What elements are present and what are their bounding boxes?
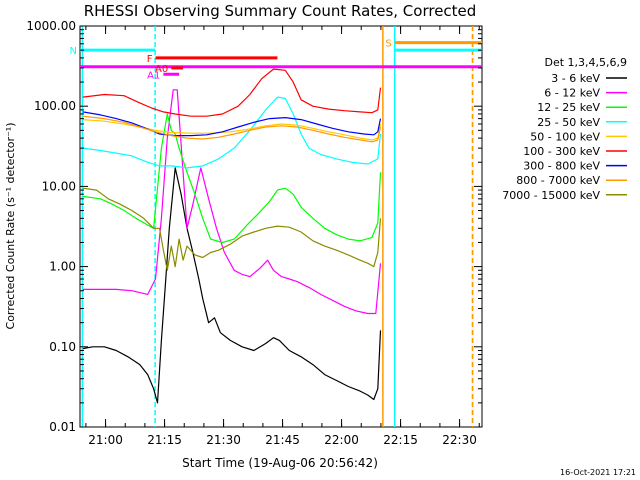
x-tick-label: 22:15 — [383, 433, 418, 447]
x-axis-label: Start Time (19-Aug-06 20:56:42) — [182, 456, 378, 470]
y-tick-label: 100.00 — [34, 99, 76, 113]
y-axis-label: Corrected Count Rate (s⁻¹ detector⁻¹) — [4, 123, 17, 330]
flag-label-a1: A1 — [147, 70, 160, 81]
flag-label-f: F — [147, 54, 153, 65]
series-line-800-7000-kev — [82, 115, 382, 143]
flag-label-n: N — [70, 46, 77, 57]
y-tick-label: 0.01 — [49, 420, 76, 434]
chart-title: RHESSI Observing Summary Count Rates, Co… — [84, 2, 477, 20]
legend-label-6-12-kev: 6 - 12 keV — [544, 87, 600, 100]
x-tick-label: 21:45 — [265, 433, 300, 447]
legend-label-300-800-kev: 300 - 800 keV — [523, 160, 600, 173]
y-tick-label: 10.00 — [42, 179, 76, 193]
x-tick-label: 21:00 — [88, 433, 123, 447]
series-lines — [82, 68, 382, 404]
series-line-50-100-kev — [82, 119, 382, 141]
series-line-3-6-kev — [82, 167, 382, 404]
y-tick-label: 1.00 — [49, 260, 76, 274]
x-tick-label: 22:30 — [442, 433, 477, 447]
vertical-event-lines — [81, 26, 474, 427]
x-tick-label: 22:00 — [324, 433, 359, 447]
series-line-25-50-kev — [82, 96, 382, 169]
legend-title: Det 1,3,4,5,6,9 — [544, 56, 627, 69]
legend-label-12-25-kev: 12 - 25 keV — [537, 101, 600, 114]
plot-frame — [79, 25, 483, 428]
y-axis: 1000.00 100.00 10.00 1.00 0.10 0.01 — [26, 19, 482, 434]
legend-label-800-7000-kev: 800 - 7000 keV — [516, 174, 600, 187]
y-tick-label: 1000.00 — [26, 19, 76, 33]
legend-label-25-50-kev: 25 - 50 keV — [537, 116, 600, 129]
legend-label-100-300-kev: 100 - 300 keV — [523, 145, 600, 158]
y-tick-label: 0.10 — [49, 340, 76, 354]
series-line-7000-15000-kev — [82, 187, 382, 271]
legend-label-7000-15000-kev: 7000 - 15000 keV — [502, 189, 600, 202]
series-line-300-800-kev — [82, 111, 382, 137]
date-stamp: 16-Oct-2021 17:21 — [560, 468, 636, 477]
series-line-6-12-kev — [82, 89, 382, 315]
legend-label-3-6-kev: 3 - 6 keV — [551, 72, 600, 85]
x-tick-label: 21:30 — [206, 433, 241, 447]
series-line-12-25-kev — [82, 113, 382, 244]
series-line-100-300-kev — [82, 68, 382, 117]
flag-label-s: S — [385, 39, 391, 50]
x-axis: 21:00 21:15 21:30 21:45 22:00 22:15 22:30 — [85, 26, 480, 447]
flag-label-a0: A0 — [155, 64, 168, 75]
x-tick-label: 21:15 — [147, 433, 182, 447]
legend-label-50-100-kev: 50 - 100 keV — [530, 130, 600, 143]
